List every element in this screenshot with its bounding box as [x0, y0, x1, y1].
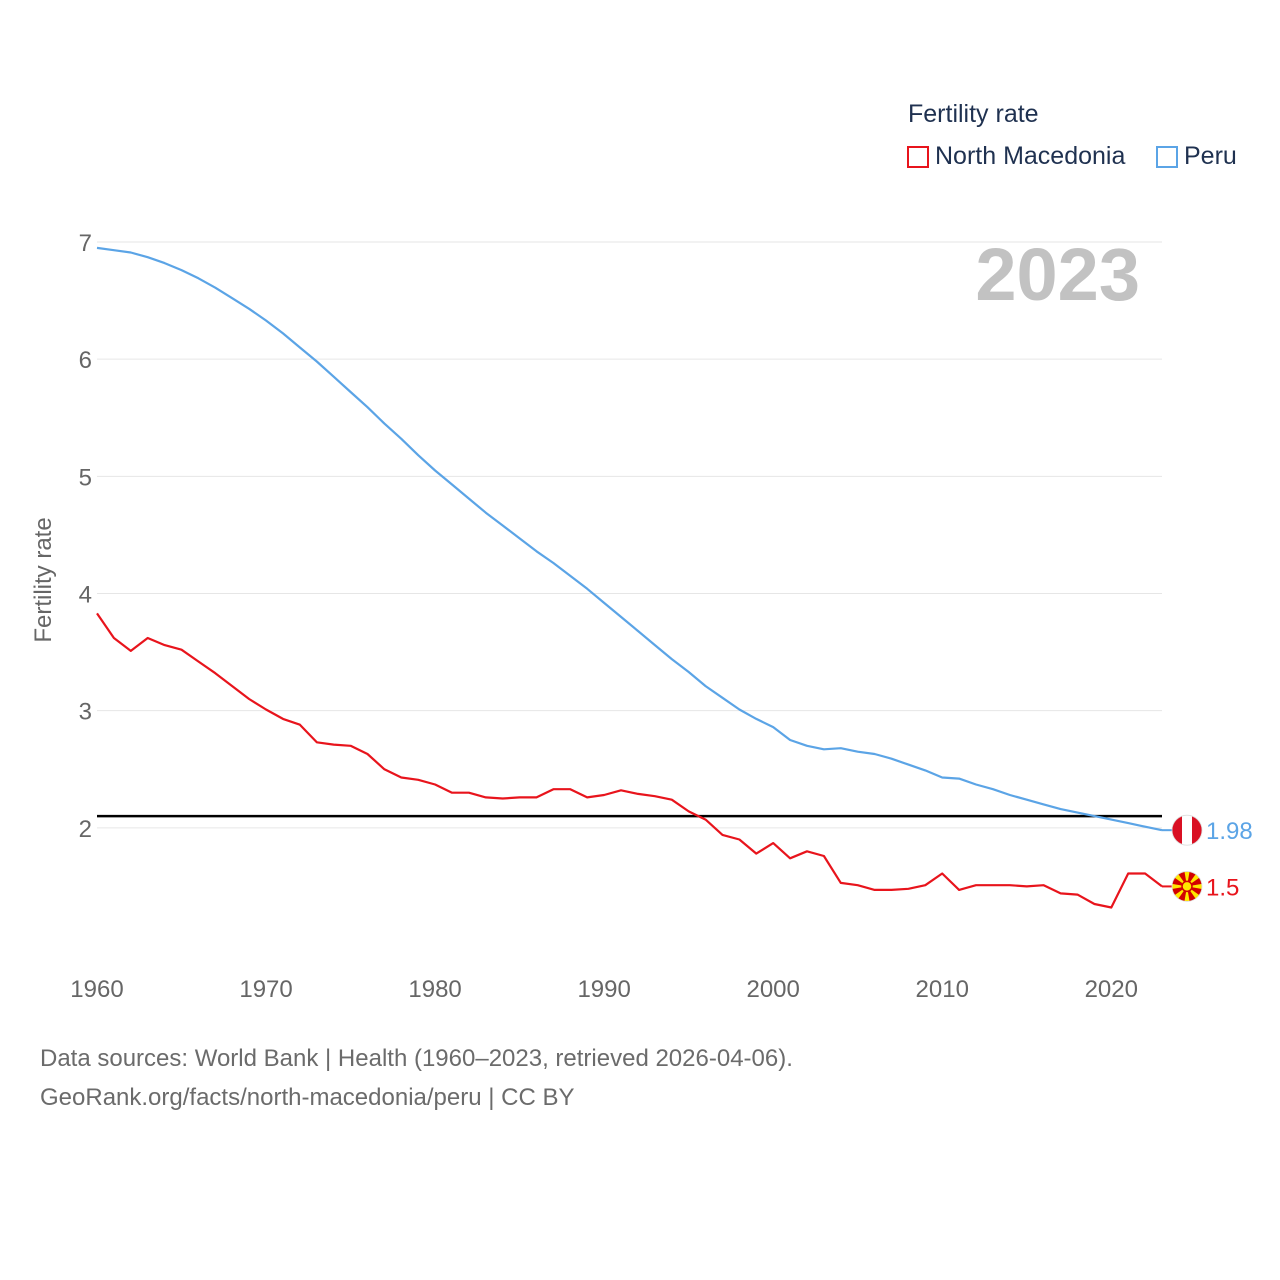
y-axis: 2 3 4 5 6 7 — [79, 230, 92, 843]
year-label: 2023 — [975, 233, 1140, 316]
peru-flag-icon — [1171, 814, 1203, 846]
y-tick-label-4: 4 — [79, 582, 92, 609]
end-value-label-north-macedonia: 1.5 — [1206, 874, 1239, 901]
x-tick-label-1960: 1960 — [70, 976, 123, 1003]
legend-title: Fertility rate — [908, 100, 1039, 128]
x-tick-label-2010: 2010 — [916, 976, 969, 1003]
series-line-peru[interactable] — [96, 246, 1163, 832]
x-tick-label-2000: 2000 — [746, 976, 799, 1003]
y-tick-label-3: 3 — [79, 699, 92, 726]
legend-item-north-macedonia[interactable]: North Macedonia — [907, 142, 1125, 171]
y-tick-label-2: 2 — [79, 816, 92, 843]
end-labels: 1.5 1.98 — [1162, 814, 1253, 902]
y-tick-label-6: 6 — [79, 347, 92, 374]
series-line-north-macedonia[interactable] — [96, 612, 1163, 909]
north-macedonia-flag-icon — [1171, 871, 1203, 902]
series-group — [96, 246, 1163, 909]
y-tick-label-7: 7 — [79, 230, 92, 257]
x-tick-label-1980: 1980 — [408, 976, 461, 1003]
legend-label-peru: Peru — [1184, 142, 1237, 170]
x-tick-label-1970: 1970 — [239, 976, 292, 1003]
y-axis-label: Fertility rate — [30, 517, 57, 642]
footer-sources: Data sources: World Bank | Health (1960–… — [40, 1045, 793, 1072]
north-macedonia-swatch-icon — [907, 145, 929, 168]
y-tick-label-5: 5 — [79, 464, 92, 491]
grid-lines — [97, 241, 1162, 829]
legend-item-peru[interactable]: Peru — [1156, 142, 1237, 171]
x-tick-label-2020: 2020 — [1085, 976, 1138, 1003]
x-tick-label-1990: 1990 — [577, 976, 630, 1003]
footer-link[interactable]: GeoRank.org/facts/north-macedonia/peru |… — [40, 1084, 575, 1111]
x-axis: 1960 1970 1980 1990 2000 2010 2020 — [70, 976, 1138, 1003]
peru-swatch-icon — [1156, 145, 1178, 168]
end-value-label-peru: 1.98 — [1206, 818, 1253, 845]
legend-label-north-macedonia: North Macedonia — [935, 142, 1126, 170]
